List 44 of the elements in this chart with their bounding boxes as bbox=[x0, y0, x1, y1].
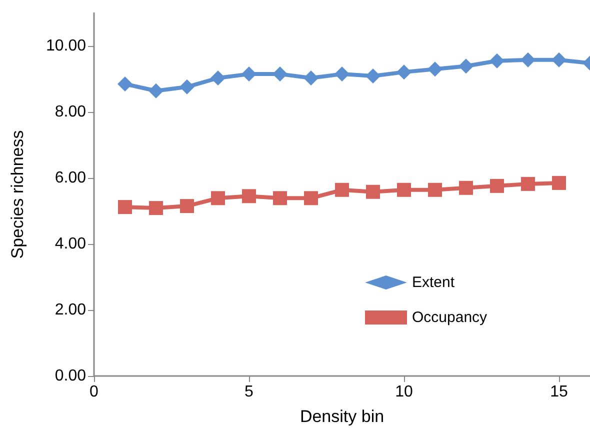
point bbox=[459, 180, 473, 195]
point bbox=[180, 199, 194, 214]
x-tick-label: 0 bbox=[90, 384, 99, 400]
point bbox=[552, 52, 566, 68]
x-tick-label: 5 bbox=[244, 384, 254, 400]
point bbox=[180, 79, 194, 94]
point bbox=[210, 70, 226, 86]
point bbox=[149, 201, 163, 216]
point bbox=[520, 52, 536, 68]
point bbox=[458, 58, 474, 74]
point bbox=[521, 176, 535, 191]
point bbox=[242, 66, 256, 82]
y-tick-label: 10.00 bbox=[46, 38, 86, 54]
point bbox=[490, 178, 504, 193]
point bbox=[552, 176, 566, 190]
y-tick-label: 4.00 bbox=[54, 236, 86, 252]
point bbox=[366, 184, 380, 199]
point bbox=[272, 66, 288, 82]
y-tick-label: 8.00 bbox=[54, 104, 86, 120]
point bbox=[118, 76, 132, 92]
point bbox=[242, 189, 256, 204]
y-axis-title: Species richness bbox=[8, 130, 27, 259]
x-axis-title: Density bin bbox=[300, 407, 384, 426]
point bbox=[428, 62, 442, 77]
y-tick-label: 6.00 bbox=[54, 170, 86, 186]
x-tick-label: 10 bbox=[395, 384, 413, 400]
point bbox=[304, 191, 318, 206]
point bbox=[211, 191, 225, 206]
point bbox=[397, 182, 411, 197]
point bbox=[118, 200, 132, 214]
point bbox=[304, 70, 318, 86]
legend-label: Extent bbox=[412, 274, 456, 291]
point bbox=[148, 83, 164, 98]
point bbox=[273, 191, 287, 206]
x-tick-label: 15 bbox=[550, 384, 568, 400]
y-tick-label: 2.00 bbox=[54, 302, 86, 318]
point bbox=[366, 68, 380, 84]
y-tick-label: 0.00 bbox=[54, 368, 86, 384]
point bbox=[334, 66, 350, 82]
point bbox=[428, 182, 442, 197]
point bbox=[490, 53, 504, 68]
point bbox=[396, 64, 412, 80]
legend-label: Occupancy bbox=[412, 309, 488, 326]
point bbox=[335, 182, 349, 197]
